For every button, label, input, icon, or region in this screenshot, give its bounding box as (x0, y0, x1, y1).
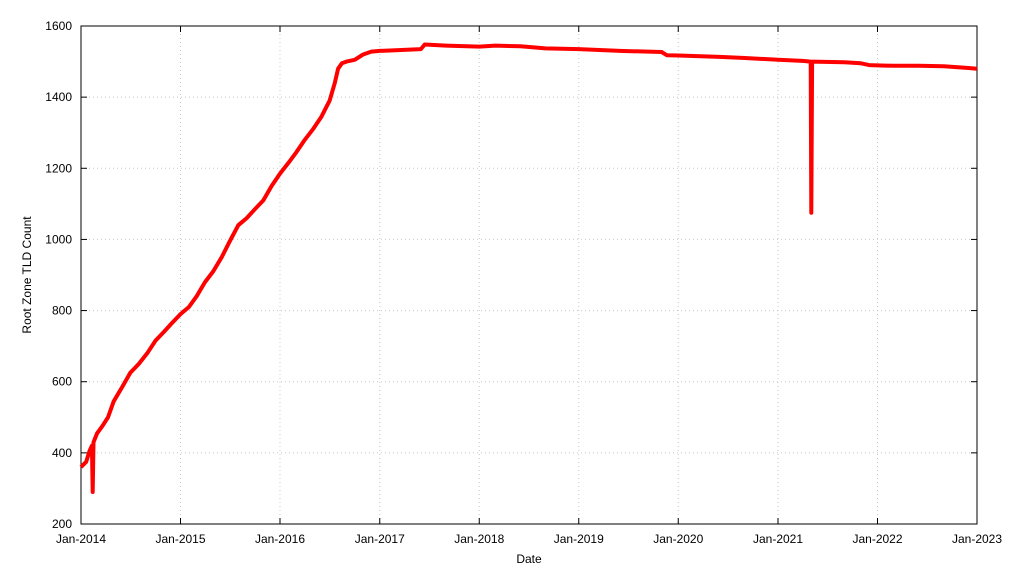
series-line-0 (79, 42, 978, 494)
x-tick-label: Jan-2022 (852, 532, 902, 546)
y-tick-label: 1600 (45, 19, 72, 33)
x-tick-label: Jan-2019 (554, 532, 604, 546)
y-axis-title: Root Zone TLD Count (20, 216, 34, 334)
x-tick-label: Jan-2015 (155, 532, 205, 546)
x-tick-label: Jan-2016 (255, 532, 305, 546)
x-tick-label: Jan-2018 (454, 532, 504, 546)
grid-lines (81, 26, 977, 524)
y-tick-label: 1000 (45, 232, 72, 246)
x-tick-label: Jan-2017 (355, 532, 405, 546)
x-tick-label: Jan-2023 (952, 532, 1002, 546)
y-axis: 200 400 600 800 1000 1200 1400 1600 (45, 19, 977, 531)
x-tick-label: Jan-2020 (653, 532, 703, 546)
x-tick-label: Jan-2021 (753, 532, 803, 546)
y-tick-label: 600 (52, 375, 72, 389)
y-tick-label: 1400 (45, 90, 72, 104)
y-tick-label: 800 (52, 304, 72, 318)
y-tick-label: 200 (52, 517, 72, 531)
x-tick-label: Jan-2014 (56, 532, 106, 546)
series-layer (79, 42, 978, 494)
x-axis: Jan-2014 Jan-2015 Jan-2016 Jan-2017 Jan-2018… (56, 26, 1002, 546)
y-tick-label: 400 (52, 446, 72, 460)
y-tick-label: 1200 (45, 161, 72, 175)
x-axis-title: Date (516, 552, 542, 566)
plot-frame (80, 25, 978, 525)
